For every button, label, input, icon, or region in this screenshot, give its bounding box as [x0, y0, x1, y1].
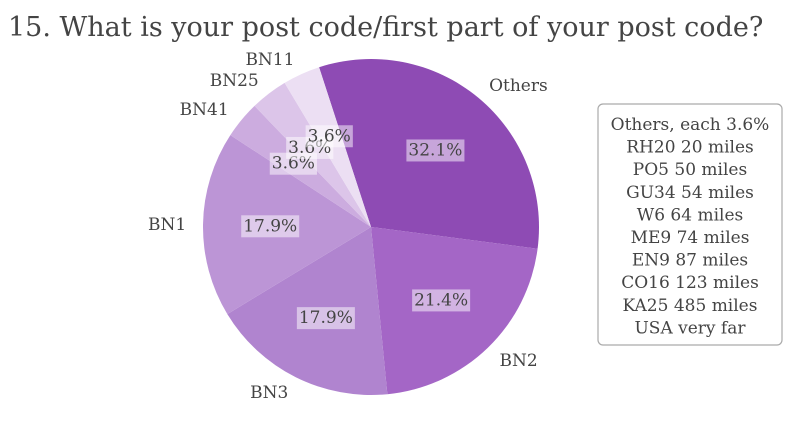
- annotation-frame: [597, 103, 783, 346]
- annotation-line: KA25 485 miles: [623, 296, 758, 316]
- percent-label-bn1: 17.9%: [241, 215, 300, 238]
- slice-label-bn2: BN2: [500, 351, 538, 371]
- percent-backdrop-bn2: [412, 289, 471, 312]
- annotation-line: ME9 74 miles: [631, 228, 750, 248]
- percent-backdrop-bn3: [296, 307, 355, 330]
- chart-title: 15. What is your post code/first part of…: [8, 12, 763, 43]
- annotation-line: USA very far: [634, 318, 746, 338]
- percent-label-bn11: 3.6%: [305, 125, 353, 148]
- annotation-line: PO5 50 miles: [633, 160, 747, 180]
- percent-backdrop-bn1: [241, 215, 300, 238]
- annotation-line: CO16 123 miles: [621, 273, 759, 293]
- percent-text-bn2: 21.4%: [414, 290, 468, 310]
- percent-labels: 32.1%21.4%17.9%17.9%3.6%3.6%3.6%: [241, 125, 471, 330]
- percent-text-bn3: 17.9%: [299, 308, 353, 328]
- slice-label-bn25: BN25: [210, 71, 259, 91]
- annotation-line: W6 64 miles: [637, 205, 744, 225]
- percent-backdrop-bn11: [305, 125, 353, 148]
- slice-label-bn11: BN11: [245, 50, 294, 70]
- slice-label-bn1: BN1: [148, 215, 186, 235]
- annotation-line: GU34 54 miles: [626, 183, 754, 203]
- annotation-line: Others, each 3.6%: [611, 115, 770, 135]
- slice-label-bn3: BN3: [250, 383, 288, 403]
- annotation-line: RH20 20 miles: [626, 138, 753, 158]
- percent-text-others: 32.1%: [408, 140, 462, 160]
- percent-text-bn11: 3.6%: [308, 126, 351, 146]
- percent-label-others: 32.1%: [406, 139, 465, 162]
- slice-label-bn41: BN41: [180, 100, 229, 120]
- percent-text-bn1: 17.9%: [243, 216, 297, 236]
- annotation-line: EN9 87 miles: [632, 251, 748, 271]
- slice-label-others: Others: [489, 76, 548, 96]
- percent-label-bn2: 21.4%: [412, 289, 471, 312]
- percent-backdrop-others: [406, 139, 465, 162]
- percent-label-bn3: 17.9%: [296, 307, 355, 330]
